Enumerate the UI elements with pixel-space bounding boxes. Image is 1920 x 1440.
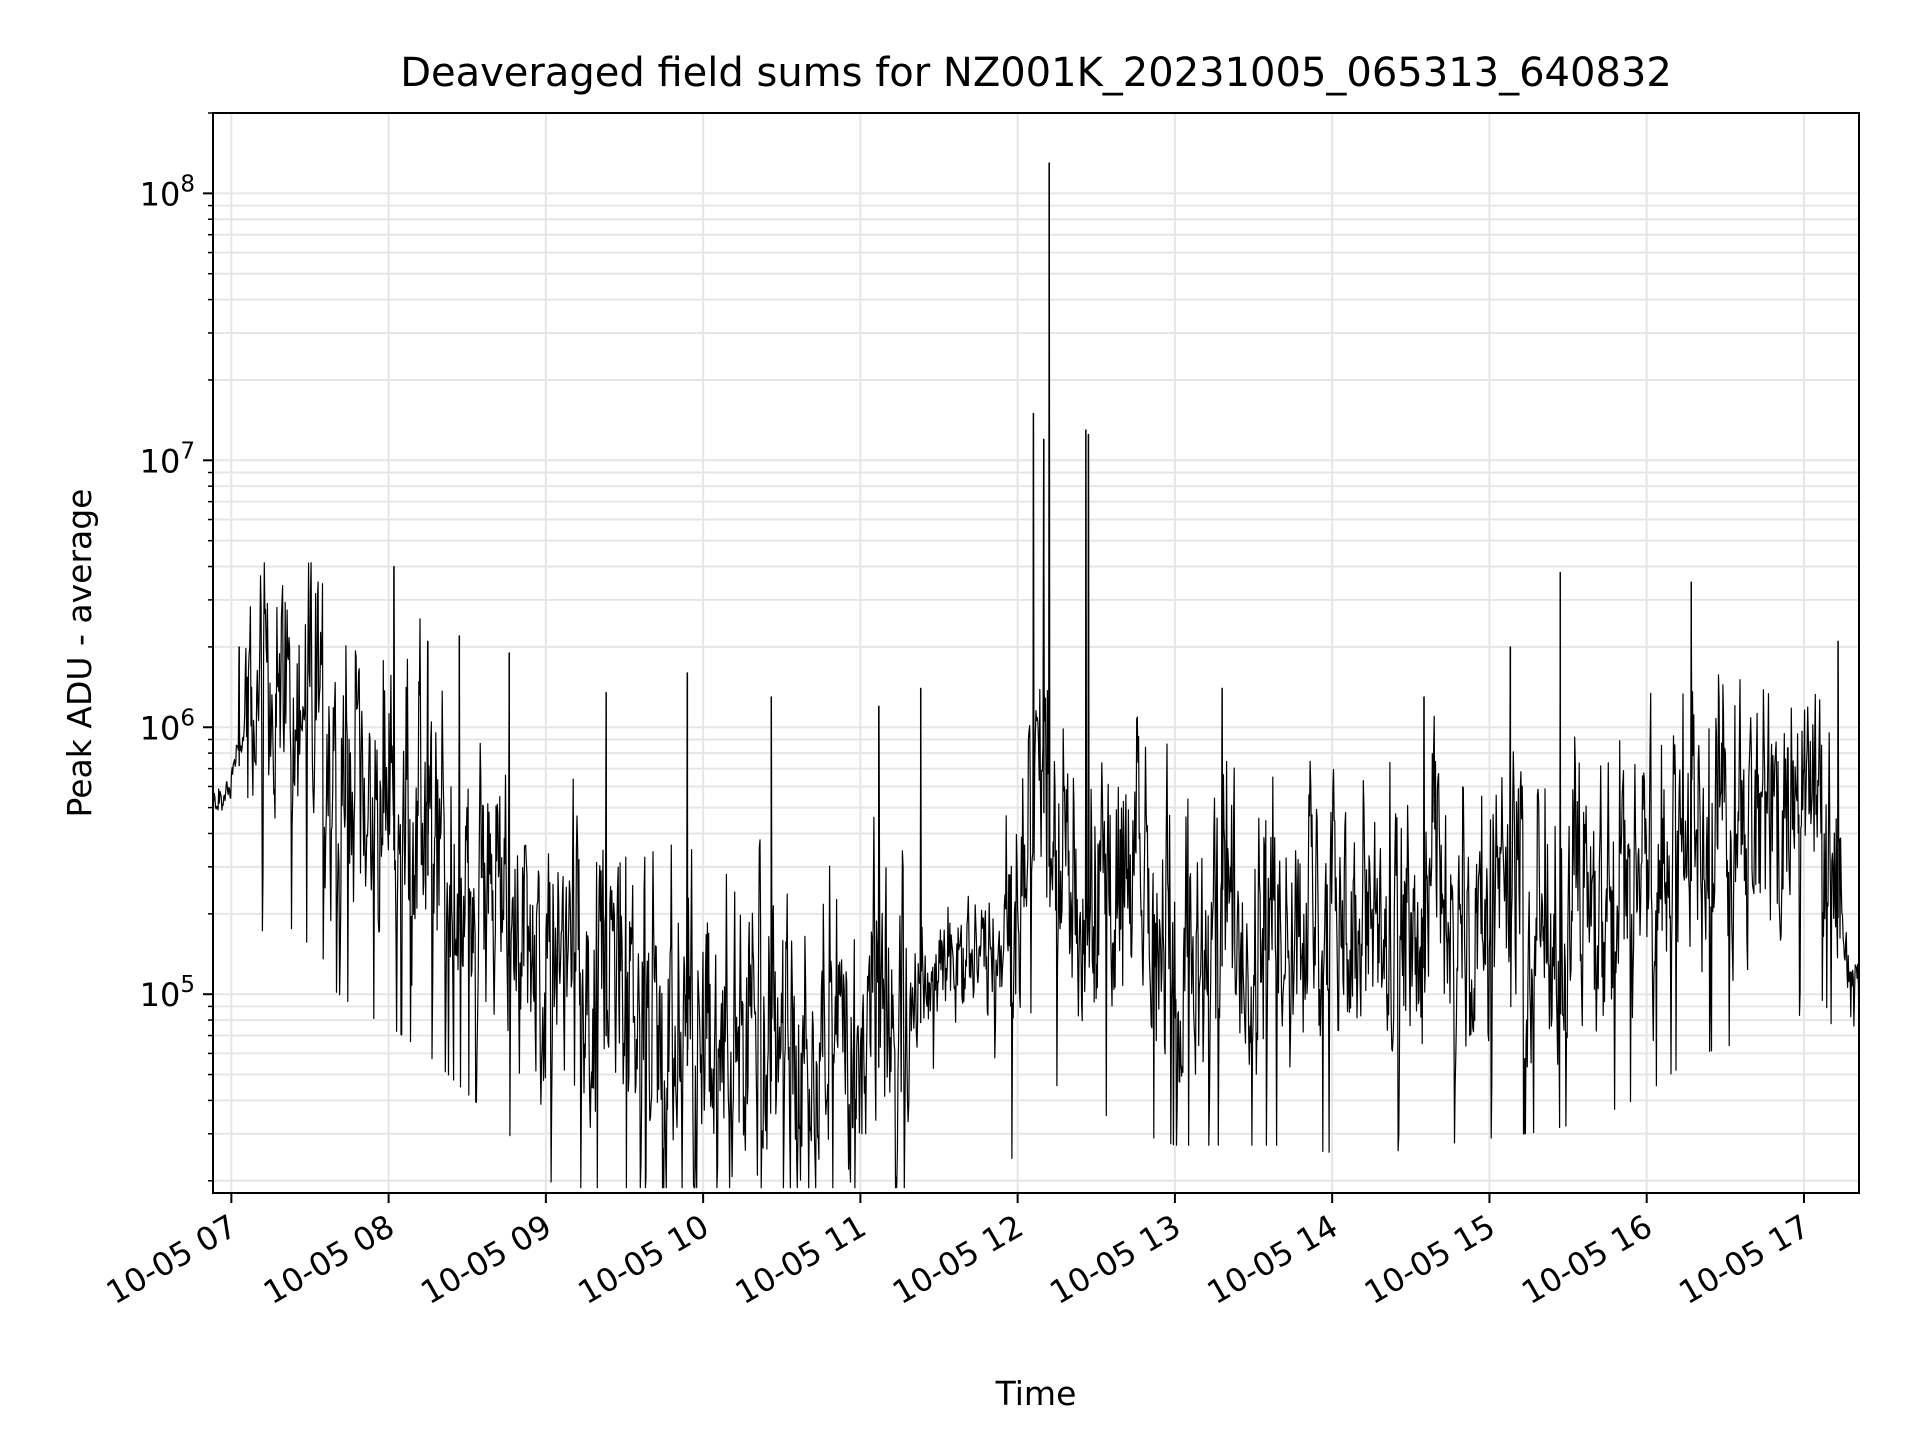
y-tick-exponent: 7 (180, 438, 195, 464)
y-tick-base: 10 (140, 976, 181, 1014)
y-tick-base: 10 (140, 442, 181, 480)
grid (213, 112, 1859, 1193)
y-tick-exponent: 8 (180, 171, 195, 197)
y-axis-label: Peak ADU - average (60, 489, 99, 818)
chart-title: Deaveraged field sums for NZ001K_2023100… (400, 50, 1672, 96)
y-tick-label: 107 (140, 438, 195, 480)
y-tick-label: 108 (140, 171, 195, 213)
data-trace (212, 162, 1860, 1189)
y-tick-base: 10 (140, 709, 181, 747)
y-tick-label: 106 (140, 705, 195, 747)
x-axis-label: Time (995, 1374, 1077, 1413)
plot-frame (212, 112, 1860, 1194)
y-tick-label: 105 (140, 972, 195, 1014)
y-tick-base: 10 (140, 175, 181, 213)
series-line (212, 162, 1860, 1189)
y-tick-exponent: 6 (180, 705, 195, 731)
y-tick-exponent: 5 (180, 972, 195, 998)
